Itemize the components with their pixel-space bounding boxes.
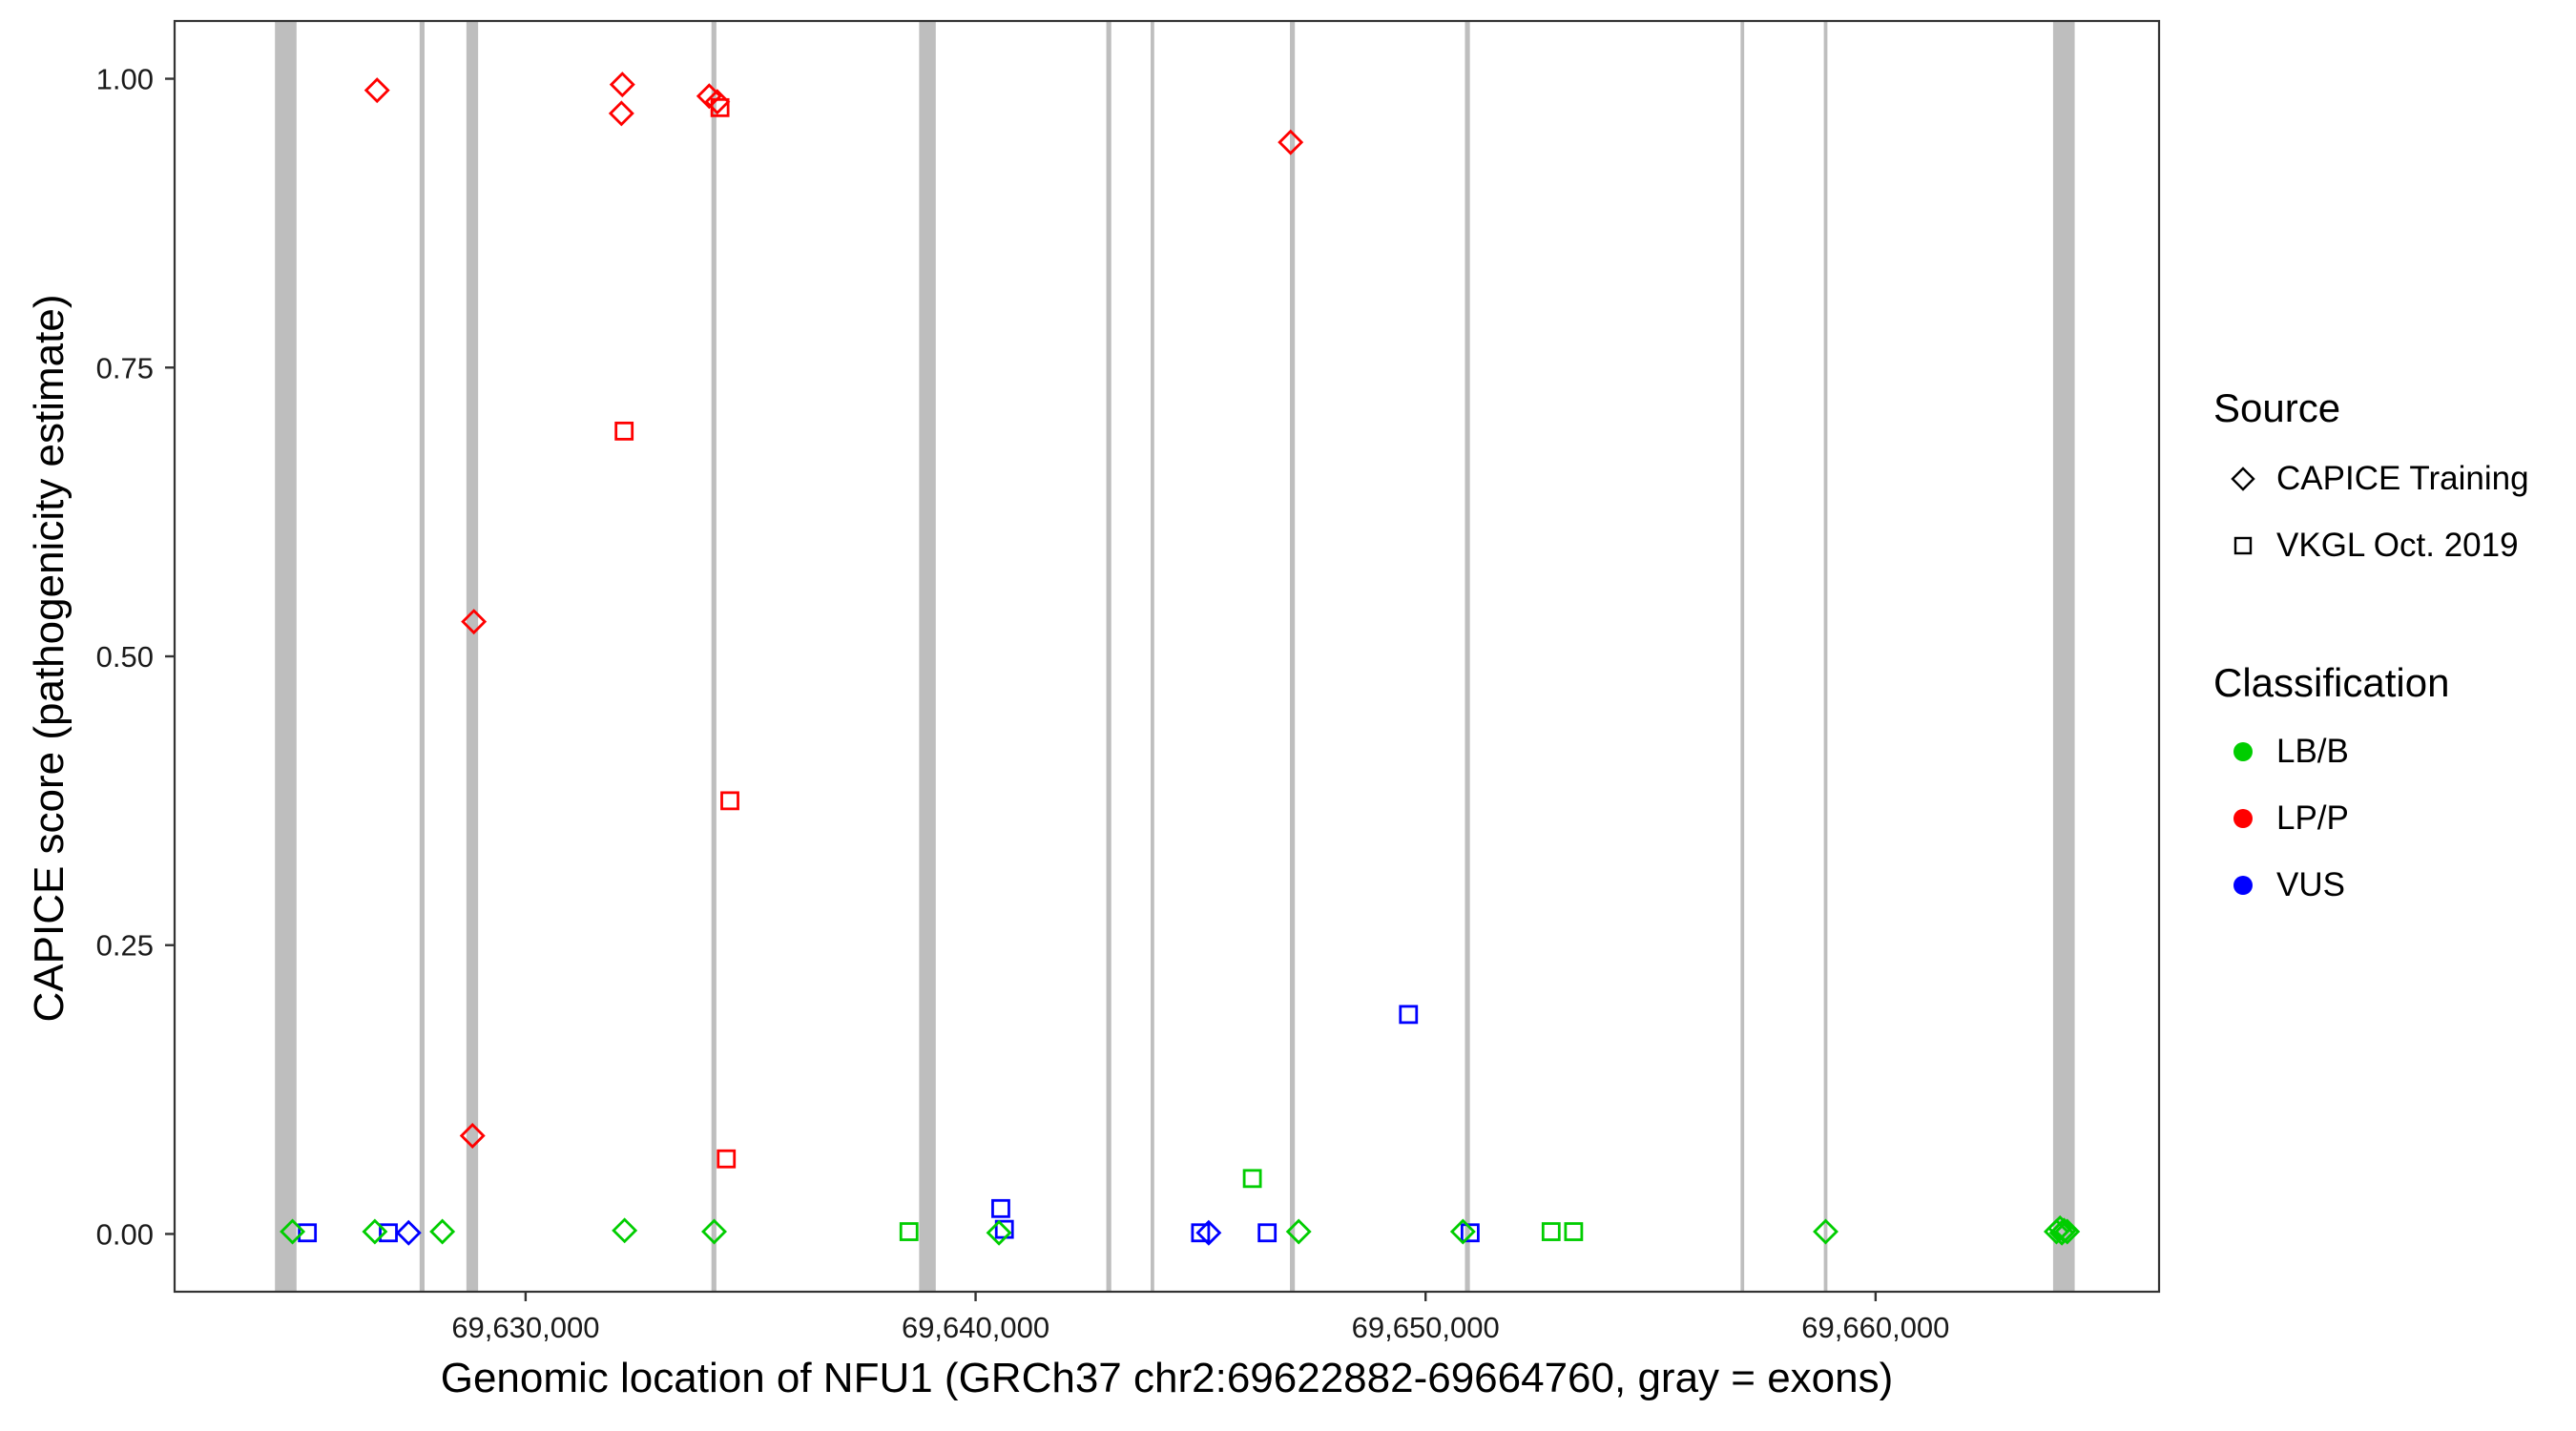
y-tick-label: 0.50 [96,640,154,674]
legend-item-label: LB/B [2276,733,2349,770]
circle-icon [2233,742,2253,761]
exon-bar [1289,21,1296,1292]
point-diamond [1813,1218,1839,1245]
x-tick-label: 69,640,000 [902,1311,1049,1344]
point-diamond [986,1219,1012,1246]
exon-bar [1465,21,1470,1292]
point-square [614,421,634,441]
point-square [1257,1223,1278,1243]
exon-bar [919,21,936,1292]
point-diamond [280,1218,306,1245]
legend-item-vus: VUS [2227,866,2345,904]
exon-bar [1740,21,1745,1292]
exon-bar [2052,21,2075,1292]
point-square [1399,1005,1419,1025]
x-tick-label: 69,650,000 [1352,1311,1500,1344]
point-diamond [612,1217,638,1244]
point-diamond [1285,1218,1312,1245]
legend-source-title: Source [2213,385,2341,430]
point-diamond [364,77,390,104]
point-square [1541,1222,1561,1241]
exon-bar [419,21,426,1292]
y-tick-label: 0.00 [96,1217,154,1251]
point-square [899,1222,919,1241]
x-axis-title: Genomic location of NFU1 (GRCh37 chr2:69… [440,1355,1894,1401]
point-diamond [395,1219,422,1246]
diamond-icon [2231,467,2255,491]
legend-item-label: VUS [2276,866,2345,903]
x-tick-label: 69,660,000 [1801,1311,1949,1344]
legend-item-lbb: LB/B [2227,733,2349,771]
exon-bar [1151,21,1154,1292]
legend-item-vkgl: VKGL Oct. 2019 [2227,527,2519,565]
point-diamond [2051,1217,2077,1244]
x-tick-label: 69,630,000 [451,1311,599,1344]
y-tick-label: 0.75 [96,351,154,384]
exon-bar [711,21,717,1292]
circle-icon [2233,809,2253,828]
square-icon [2233,536,2253,555]
point-diamond [461,609,488,635]
point-diamond [609,72,635,98]
exon-bar [275,21,297,1292]
point-square [991,1198,1010,1218]
legend-classification-title: Classification [2213,660,2450,705]
legend-item-label: CAPICE Training [2276,460,2529,497]
point-diamond [2054,1218,2081,1245]
legend-item-label: VKGL Oct. 2019 [2276,527,2519,564]
exon-bar [1106,21,1111,1292]
point-diamond [1278,129,1304,156]
point-square [298,1223,318,1243]
point-square [720,791,739,811]
point-diamond [1195,1219,1222,1246]
point-diamond [429,1218,456,1245]
point-diamond [1449,1218,1476,1245]
exon-bar [466,21,479,1292]
point-diamond [362,1218,388,1245]
circle-icon [2233,876,2253,895]
point-square [1460,1223,1480,1243]
legend-item-capice-training: CAPICE Training [2227,460,2529,498]
legend-item-lpp: LP/P [2227,799,2349,838]
point-diamond [459,1123,486,1150]
point-square [717,1149,737,1169]
point-square [710,97,730,117]
y-axis-title: CAPICE score (pathogenicity estimate) [26,294,73,1023]
y-tick-label: 0.25 [96,929,154,963]
point-diamond [701,1218,727,1245]
point-diamond [608,100,634,127]
legend-item-label: LP/P [2276,799,2349,837]
point-square [1564,1222,1584,1241]
point-square [1242,1169,1262,1189]
y-tick-label: 1.00 [96,63,154,96]
exon-bar [1823,21,1828,1292]
point-square [1191,1223,1211,1243]
